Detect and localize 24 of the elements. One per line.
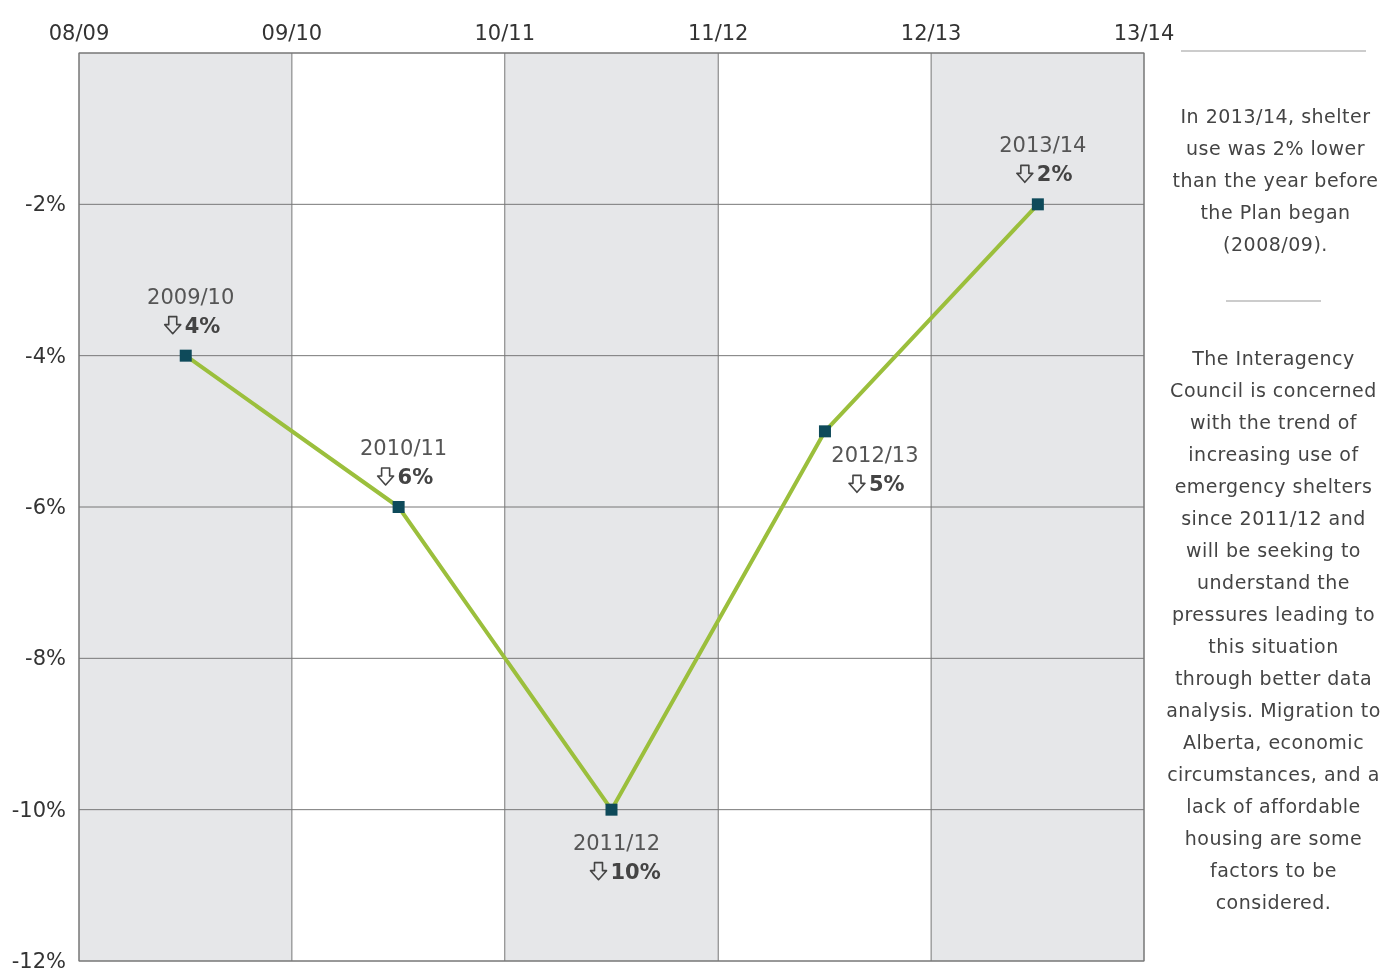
annotation: 2009/10 [147,284,235,309]
y-tick-label: -2% [25,192,66,217]
x-tick-label: 10/11 [474,21,536,45]
annotation: 2012/13 [831,443,919,468]
annotation: 2013/14 [999,133,1087,158]
x-tick-label: 12/13 [900,21,962,45]
x-tick-label: 11/12 [687,21,749,45]
annotation: 6% [397,465,434,489]
y-tick-label: -4% [25,343,66,368]
annotation: 2% [1036,162,1073,187]
x-tick-label: 09/10 [261,21,323,45]
annotation: 4% [184,313,221,338]
annotation: 5% [868,472,905,497]
annotation: 2010/11 [359,436,448,460]
y-tick-label: -10% [11,797,66,822]
y-tick-label: -6% [25,495,66,519]
annotation: 2011/12 [572,830,661,855]
text: In 2013/14, shelter use was 2% lower than the year before the Plan began (2008/09). [1171,104,1380,257]
y-tick-label: -8% [25,646,66,671]
annotation: 10% [610,859,661,884]
x-tick-label: 13/14 [1113,21,1175,45]
x-tick-label: 08/09 [48,21,110,45]
y-tick-label: -12% [11,949,66,969]
text: The Interagency Council is concerned with the trend of increasing use of emergency shelters since 2011/12 and will be seeking to understand the pressures leading to this situation through better data analysis. Migration to Alberta, economic circumstances, and a lack of affordable housing are some factors to be considered. [1166,347,1381,913]
